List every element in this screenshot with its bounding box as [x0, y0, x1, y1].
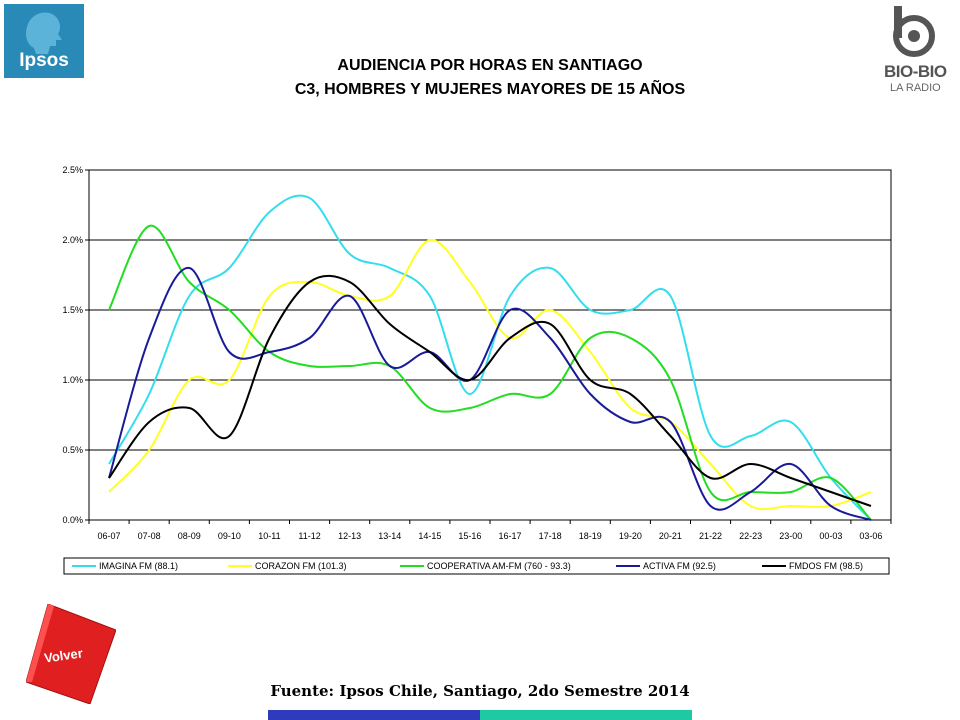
x-tick-label: 09-10	[218, 531, 241, 541]
x-tick-label: 00-03	[819, 531, 842, 541]
gridlines	[89, 239, 891, 451]
series-lines	[108, 194, 872, 521]
x-tick-label: 18-19	[579, 531, 602, 541]
source-note: Fuente: Ipsos Chile, Santiago, 2do Semes…	[270, 682, 690, 700]
y-tick-label: 0.0%	[62, 515, 83, 525]
legend-box	[63, 557, 890, 575]
x-tick-label: 15-16	[458, 531, 481, 541]
x-tick-label: 07-08	[138, 531, 161, 541]
y-tick-label: 2.5%	[62, 165, 83, 175]
y-tick-label: 1.0%	[62, 375, 83, 385]
ipsos-logo-text: Ipsos	[19, 50, 69, 71]
series-line	[108, 194, 872, 521]
legend-label: ACTIVA FM (92.5)	[643, 561, 716, 571]
y-tick-label: 2.0%	[62, 235, 83, 245]
x-tick-label: 11-12	[298, 531, 320, 541]
volver-button[interactable]	[26, 604, 116, 704]
series-line	[108, 274, 872, 507]
x-tick-label: 19-20	[619, 531, 642, 541]
series-line	[108, 238, 872, 511]
x-tick-label: 14-15	[418, 531, 441, 541]
series-line	[108, 224, 872, 521]
footer-bar-blue	[268, 710, 480, 720]
footer-bar-teal	[480, 710, 692, 720]
legend: IMAGINA FM (88.1) CORAZON FM (101.3) COOPE…	[72, 561, 863, 571]
audience-line-chart: 0.0% 0.5% 1.0% 1.5% 2.0% 2.5% 06-07 07-08 08-09…	[62, 165, 892, 575]
biobio-logo-text: BIO-BIO	[884, 62, 947, 81]
x-tick-label: 20-21	[659, 531, 682, 541]
x-tick-label: 17-18	[539, 531, 562, 541]
legend-label: IMAGINA FM (88.1)	[99, 561, 178, 571]
x-axis-ticks: 06-07 07-08 08-09 09-10 10-11 11-12 12-13 13-14…	[88, 520, 892, 541]
biobio-logo: BIO-BIO LA RADIO	[880, 6, 956, 98]
biobio-b-icon	[893, 6, 935, 57]
x-tick-label: 10-11	[258, 531, 280, 541]
x-tick-label: 23-00	[779, 531, 802, 541]
y-tick-label: 1.5%	[62, 305, 83, 315]
x-tick-label: 21-22	[699, 531, 722, 541]
x-tick-label: 22-23	[739, 531, 762, 541]
y-tick-label: 0.5%	[62, 445, 83, 455]
y-axis-ticks: 0.0% 0.5% 1.0% 1.5% 2.0% 2.5%	[62, 165, 89, 525]
x-tick-label: 12-13	[338, 531, 361, 541]
x-tick-label: 03-06	[859, 531, 882, 541]
page-title-line2: C3, HOMBRES Y MUJERES MAYORES DE 15 AÑOS	[294, 81, 686, 98]
biobio-logo-subtext: LA RADIO	[890, 82, 941, 94]
ipsos-head-icon	[26, 12, 62, 54]
page-title-line1: AUDIENCIA POR HORAS EN SANTIAGO	[337, 57, 643, 74]
x-tick-label: 08-09	[178, 531, 201, 541]
x-tick-label: 13-14	[378, 531, 401, 541]
legend-label: FMDOS FM (98.5)	[789, 561, 863, 571]
legend-label: COOPERATIVA AM-FM (760 - 93.3)	[427, 561, 571, 571]
legend-label: CORAZON FM (101.3)	[255, 561, 347, 571]
x-tick-label: 16-17	[499, 531, 522, 541]
ipsos-logo: Ipsos	[4, 4, 84, 78]
x-tick-label: 06-07	[98, 531, 121, 541]
